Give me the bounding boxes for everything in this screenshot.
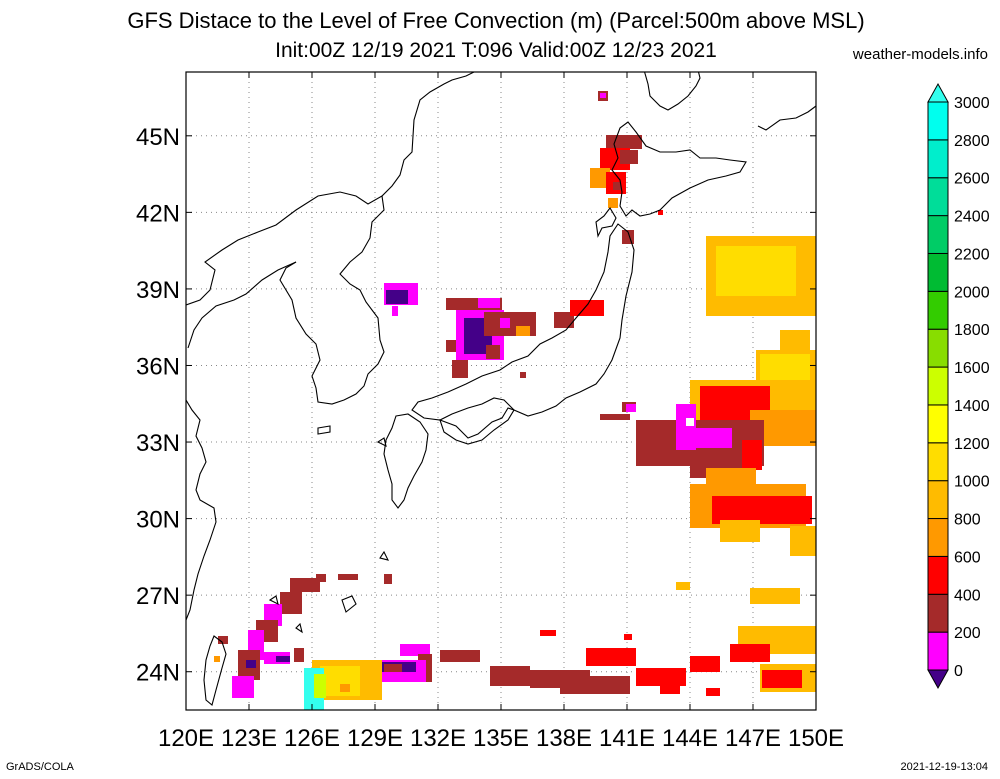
lon-tick-label: 123E bbox=[221, 725, 277, 752]
shaded-field bbox=[214, 91, 816, 710]
lat-tick-label: 33N bbox=[136, 430, 180, 457]
colorbar-segment bbox=[927, 366, 949, 406]
colorbar-label: 2600 bbox=[954, 171, 990, 188]
coast-east-china bbox=[186, 399, 217, 621]
colorbar-segment bbox=[927, 177, 949, 217]
colorbar-label: 3000 bbox=[954, 95, 990, 112]
colorbar-label: 1000 bbox=[954, 474, 990, 491]
colorbar-segment bbox=[927, 101, 949, 141]
field-ryukyu bbox=[214, 574, 392, 698]
lat-tick-label: 24N bbox=[136, 660, 180, 687]
colorbar-segment bbox=[927, 328, 949, 368]
chart-title: GFS Distace to the Level of Free Convect… bbox=[127, 8, 865, 33]
coast-honshu bbox=[411, 223, 635, 421]
colorbar: 0 200 400 600 800 1000 1200 1400 1600 1800 2000 220… bbox=[927, 82, 990, 690]
coast-kyushu bbox=[383, 413, 429, 509]
site-label: weather-models.info bbox=[852, 46, 988, 63]
field-japan-sea bbox=[384, 283, 604, 378]
colorbar-max-arrow bbox=[927, 82, 949, 103]
colorbar-label: 2800 bbox=[954, 133, 990, 150]
lat-axis: 24N 27N 30N 33N 36N 39N 42N 45N bbox=[136, 124, 816, 687]
lat-tick-label: 39N bbox=[136, 277, 180, 304]
colorbar-label: 0 bbox=[954, 663, 963, 680]
lat-tick-label: 30N bbox=[136, 507, 180, 534]
coast-korea-east bbox=[279, 195, 385, 405]
lon-tick-label: 147E bbox=[725, 725, 781, 752]
colorbar-segment bbox=[927, 593, 949, 633]
lon-tick-label: 129E bbox=[347, 725, 403, 752]
lon-axis: 120E 123E 126E 129E 132E 135E 138E 141E 144E 147E… bbox=[158, 72, 844, 752]
coast-sakhalin bbox=[643, 72, 701, 111]
lat-tick-label: 42N bbox=[136, 200, 180, 227]
colorbar-label: 1200 bbox=[954, 436, 990, 453]
lon-tick-label: 138E bbox=[536, 725, 592, 752]
field-southern-band bbox=[304, 582, 816, 710]
footer-grads: GrADS/COLA bbox=[6, 761, 74, 773]
lat-tick-label: 45N bbox=[136, 124, 180, 151]
coastline bbox=[186, 72, 816, 706]
lon-tick-label: 120E bbox=[158, 725, 214, 752]
field-hokkaido bbox=[590, 91, 663, 244]
colorbar-segment bbox=[927, 442, 949, 482]
lon-tick-label: 144E bbox=[662, 725, 718, 752]
colorbar-segment bbox=[927, 290, 949, 330]
footer-timestamp: 2021-12-19-13:04 bbox=[900, 761, 988, 773]
coast-hokkaido bbox=[611, 121, 747, 217]
colorbar-segment bbox=[927, 480, 949, 520]
colorbar-label: 200 bbox=[954, 625, 981, 642]
colorbar-label: 2200 bbox=[954, 246, 990, 263]
colorbar-label: 1800 bbox=[954, 322, 990, 339]
colorbar-label: 1600 bbox=[954, 360, 990, 377]
colorbar-label: 2000 bbox=[954, 284, 990, 301]
coast-kuril bbox=[757, 105, 816, 131]
lat-tick-label: 36N bbox=[136, 353, 180, 380]
colorbar-label: 1400 bbox=[954, 398, 990, 415]
coast-taiwan bbox=[203, 635, 227, 706]
colorbar-segment bbox=[927, 518, 949, 557]
colorbar-segment bbox=[927, 631, 949, 671]
coast-ryukyu-islands bbox=[268, 550, 390, 634]
coast-izu bbox=[595, 207, 617, 238]
coast-china-korea bbox=[186, 72, 476, 306]
lon-tick-label: 126E bbox=[284, 725, 340, 752]
lon-tick-label: 150E bbox=[788, 725, 844, 752]
colorbar-label: 400 bbox=[954, 587, 981, 604]
colorbar-label: 800 bbox=[954, 512, 981, 529]
lat-tick-label: 27N bbox=[136, 583, 180, 610]
colorbar-segment bbox=[927, 555, 949, 595]
colorbar-label: 600 bbox=[954, 549, 981, 566]
colorbar-min-arrow bbox=[927, 669, 949, 690]
coast-tsushima-jeju bbox=[317, 425, 387, 448]
lon-tick-label: 132E bbox=[410, 725, 466, 752]
coast-yellow-sea bbox=[187, 261, 297, 349]
colorbar-segment bbox=[927, 404, 949, 444]
lon-tick-label: 135E bbox=[473, 725, 529, 752]
chart-subtitle: Init:00Z 12/19 2021 T:096 Valid:00Z 12/2… bbox=[275, 39, 717, 62]
colorbar-segment bbox=[927, 215, 949, 254]
coast-shikoku bbox=[439, 407, 515, 445]
colorbar-segment bbox=[927, 252, 949, 292]
lon-tick-label: 141E bbox=[599, 725, 655, 752]
colorbar-segment bbox=[927, 139, 949, 179]
field-east-of-japan bbox=[600, 236, 816, 556]
colorbar-label: 2400 bbox=[954, 209, 990, 226]
